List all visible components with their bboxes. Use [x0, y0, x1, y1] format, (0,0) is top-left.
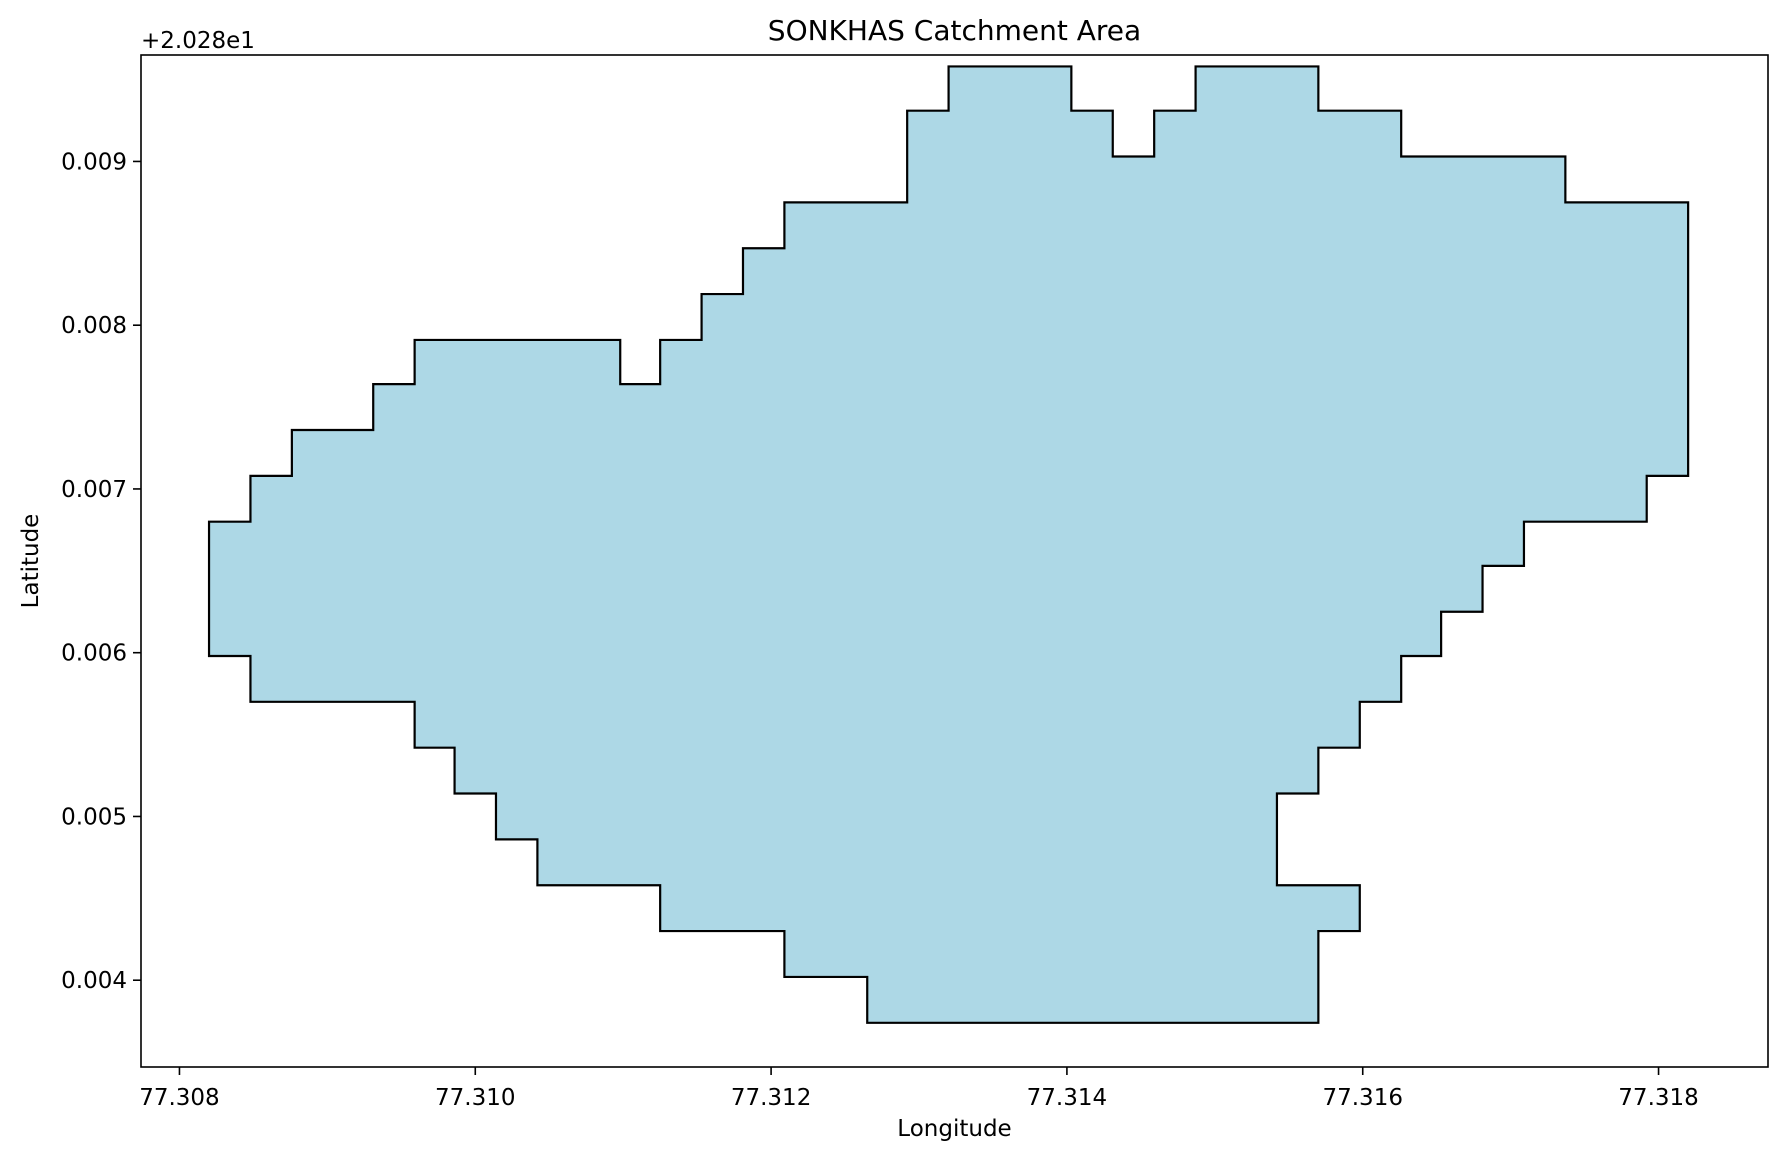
y-tick-label: 0.009 — [61, 149, 127, 175]
x-axis: 77.308 77.310 77.312 77.314 77.316 77.318 — [139, 1067, 1699, 1111]
catchment-area-polygon — [207, 65, 1690, 1024]
chart-title: SONKHAS Catchment Area — [768, 14, 1141, 47]
y-axis: 0.004 0.005 0.006 0.007 0.008 0.009 — [61, 149, 141, 994]
y-tick-label: 0.007 — [61, 477, 127, 503]
y-tick-label: 0.008 — [61, 313, 127, 339]
x-tick-label: 77.314 — [1027, 1085, 1107, 1111]
plot-frame — [140, 54, 1769, 1068]
y-tick-label: 0.006 — [61, 641, 127, 667]
x-tick-label: 77.308 — [139, 1085, 219, 1111]
y-axis-label: Latitude — [18, 514, 44, 609]
y-offset-label: +2.028e1 — [141, 28, 255, 54]
x-tick-label: 77.310 — [435, 1085, 515, 1111]
y-tick-label: 0.005 — [61, 804, 127, 830]
x-tick-label: 77.318 — [1618, 1085, 1698, 1111]
y-tick-label: 0.004 — [61, 968, 127, 994]
x-tick-label: 77.316 — [1322, 1085, 1402, 1111]
x-axis-label: Longitude — [897, 1116, 1011, 1142]
x-tick-label: 77.312 — [731, 1085, 811, 1111]
